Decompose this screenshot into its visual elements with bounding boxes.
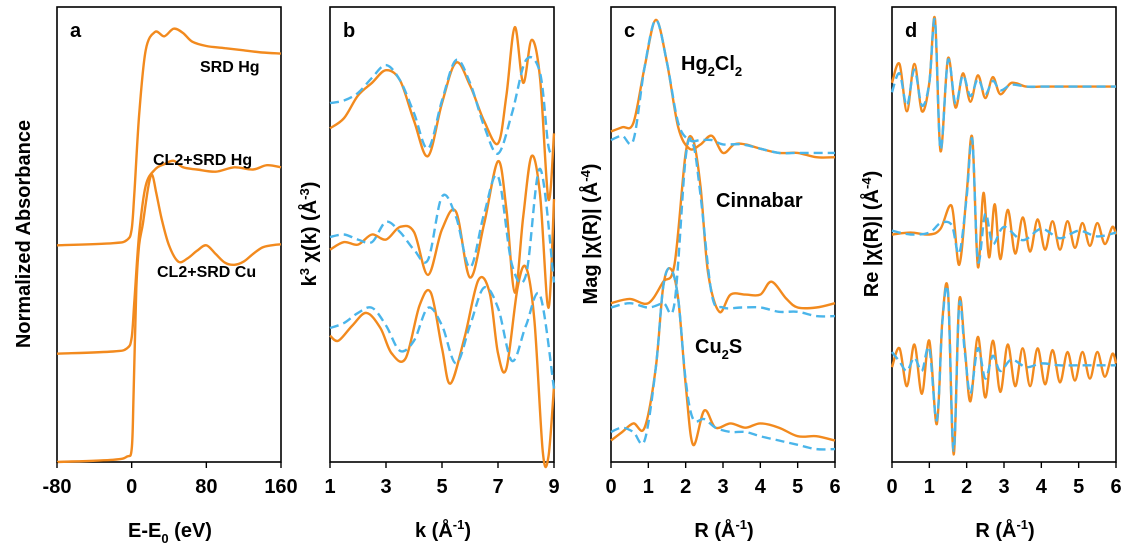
- panel-c-series-cinnabar: [610, 134, 836, 314]
- panel-a-xtick-label: 160: [264, 476, 297, 498]
- annotation-cl2-srd-hg: CL2+SRD Hg: [153, 152, 252, 169]
- annotation-srd-hg: SRD Hg: [200, 59, 260, 76]
- annotation-cinnabar: Cinnabar: [716, 190, 803, 212]
- panel-c-xtick-label: 5: [792, 476, 803, 498]
- panel-b-series-cl2-srd-hg: [329, 154, 556, 310]
- panel-a-xtick-label: 80: [195, 476, 217, 498]
- panel-b-series-srd-hg: [329, 25, 556, 202]
- panel-c-label: c: [624, 20, 635, 42]
- panel-c-xtick-label: 4: [755, 476, 767, 498]
- panel-c-series-cu2s-fit: [610, 267, 836, 451]
- panel-a-xticks: -80 0 80 160: [43, 462, 298, 498]
- panel-b-xticks: 1 3 5 7 9: [324, 462, 560, 498]
- panel-c-xtick-label: 1: [643, 476, 654, 498]
- panel-c-xtick-label: 6: [829, 476, 840, 498]
- panel-b-xtick-label: 3: [380, 476, 391, 498]
- panel-b-ylabel: k3 χ(k) (Å-3): [297, 182, 321, 287]
- panel-a-xtick-label: -80: [43, 476, 72, 498]
- panel-c-xticks: 0 1 2 3 4 5 6: [605, 462, 841, 498]
- panel-a-ylabel: Normalized Absorbance: [13, 120, 35, 348]
- panel-c-curves: [610, 18, 836, 451]
- panel-c-series-hg2cl2-fit: [610, 18, 835, 155]
- panel-c-xtick-label: 0: [605, 476, 616, 498]
- panel-d-xtick-label: 6: [1110, 476, 1121, 498]
- panel-d-label: d: [905, 20, 917, 42]
- annotation-cl2-srd-cu: CL2+SRD Cu: [157, 264, 256, 281]
- panel-c-series-cinnabar-fit: [610, 137, 836, 318]
- panel-b-xtick-label: 9: [548, 476, 559, 498]
- panel-c-series-cu2s: [610, 267, 836, 447]
- panel-b-xtick-label: 5: [436, 476, 447, 498]
- panel-d-xtick-label: 3: [998, 476, 1009, 498]
- panel-b-curves: [329, 25, 556, 469]
- panel-b-series-cl2-srd-cu-fit: [329, 285, 556, 389]
- panel-d-series-cinnabar: [891, 134, 1118, 269]
- panel-d-xtick-label: 2: [961, 476, 972, 498]
- panel-b-xtick-label: 7: [492, 476, 503, 498]
- panel-a-label: a: [70, 20, 82, 42]
- panel-b-series-srd-hg-fit: [329, 55, 556, 155]
- panel-b-series-cl2-srd-cu: [329, 264, 556, 469]
- panel-a-series-srd-hg: [56, 27, 282, 247]
- panel-d-series-cinnabar-fit: [891, 137, 1117, 264]
- panel-a-series-cl2-srd-hg: [56, 159, 282, 355]
- panel-c-xtick-label: 2: [680, 476, 691, 498]
- panel-c-frame: [610, 6, 836, 463]
- panel-a-curves: [56, 27, 282, 464]
- panel-b-xtick-label: 1: [324, 476, 335, 498]
- panel-c-xlabel: R (Å-1): [694, 517, 753, 542]
- panel-d-xlabel: R (Å-1): [975, 517, 1034, 542]
- panel-b-xlabel: k (Å-1): [415, 517, 471, 542]
- panel-d-curves: [890, 15, 1118, 456]
- panel-a-frame: [56, 6, 282, 463]
- annotation-cu2s: Cu2S: [695, 336, 742, 362]
- panel-d-ylabel: Re |χ(R)| (Å-4): [859, 171, 883, 298]
- annotation-hg2cl2: Hg2Cl2: [681, 53, 742, 79]
- panel-b-label: b: [343, 20, 355, 42]
- panel-c-series-hg2cl2: [610, 18, 836, 159]
- panel-c-xtick-label: 3: [717, 476, 728, 498]
- panel-d-series-cu2s: [890, 282, 1118, 456]
- panel-b-series-cl2-srd-hg-fit: [329, 167, 556, 285]
- panel-d-xtick-label: 5: [1073, 476, 1084, 498]
- panel-d-xticks: 0 1 2 3 4 5 6: [886, 462, 1122, 498]
- panel-c-ylabel: Mag |χ(R)| (Å-4): [578, 164, 602, 305]
- panel-d-xtick-label: 0: [886, 476, 897, 498]
- panel-d-xtick-label: 1: [924, 476, 935, 498]
- panel-d-series-hg2cl2: [890, 15, 1116, 153]
- panel-a-xtick-label: 0: [126, 476, 137, 498]
- panel-d-series-hg2cl2-fit: [890, 17, 1116, 151]
- panel-d-xtick-label: 4: [1036, 476, 1048, 498]
- panel-a-series-cl2-srd-cu: [56, 173, 282, 464]
- panel-a-xlabel: E-E0 (eV): [128, 520, 212, 546]
